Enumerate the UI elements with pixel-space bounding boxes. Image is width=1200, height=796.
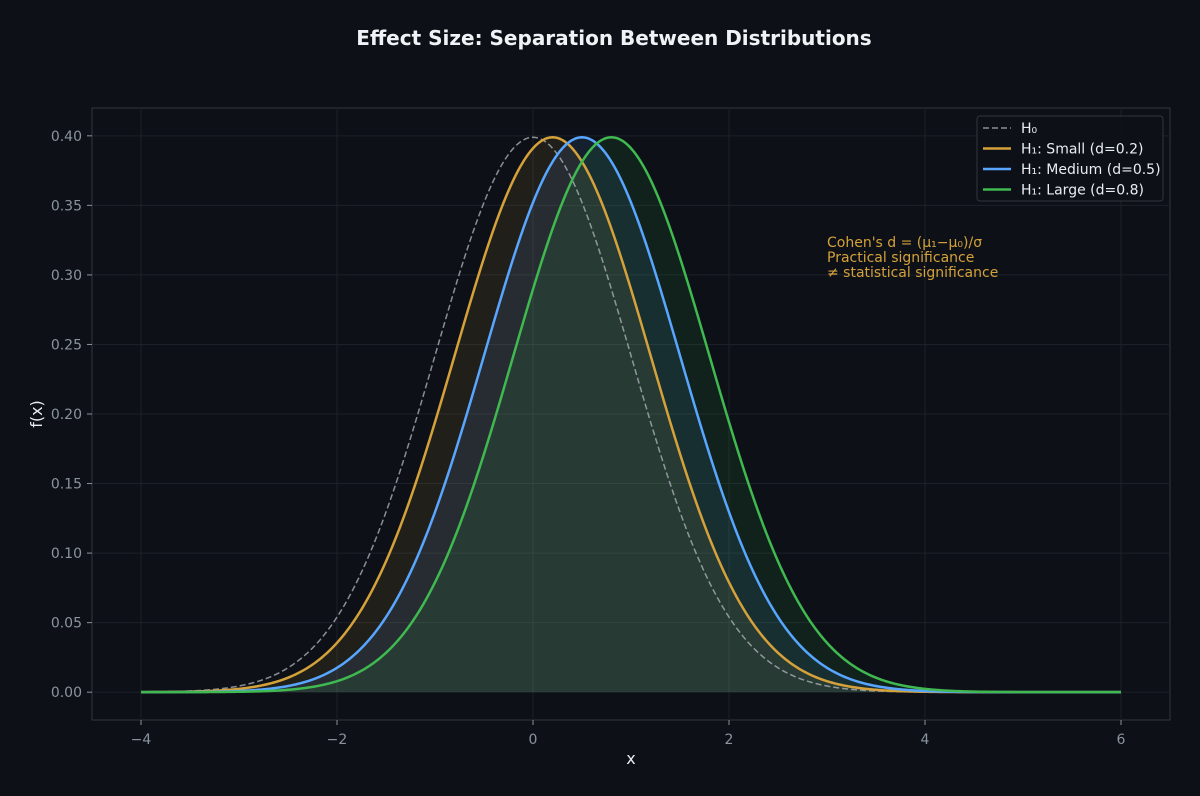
annotation-line: Cohen's d = (μ₁−μ₀)/σ [827,235,982,251]
x-tick-label: 0 [529,732,538,748]
series-2-area [141,137,1121,693]
x-axis: −4 −2 0 2 4 6 [131,720,1126,748]
y-tick-label: 0.25 [51,337,82,353]
series-3-line [141,136,1121,694]
legend: H₀ H₁: Small (d=0.2) H₁: Medium (d=0.5) H₁:… [976,115,1164,202]
legend-label: H₀ [1021,121,1038,137]
y-tick-label: 0.15 [51,477,82,493]
x-tick-label: −4 [131,732,152,748]
y-tick-label: 0.30 [51,268,82,284]
legend-label: H₁: Small (d=0.2) [1021,142,1143,158]
x-tick-label: 6 [1117,732,1126,748]
series-3-area [141,137,1121,693]
chart-title: Effect Size: Separation Between Distribu… [356,26,871,50]
distribution-fills [141,137,1121,693]
x-tick-label: −2 [327,732,348,748]
annotation-line: Practical significance [827,250,974,266]
y-axis: 0.00 0.05 0.10 0.15 0.20 0.25 0.30 0.35 0.40 [51,129,92,701]
y-tick-label: 0.35 [51,198,82,214]
legend-box [976,115,1164,202]
y-tick-label: 0.10 [51,546,82,562]
x-tick-label: 4 [921,732,930,748]
series-0-line [140,136,1121,693]
x-axis-label: x [626,749,635,768]
y-tick-label: 0.05 [51,616,82,632]
legend-label: H₁: Medium (d=0.5) [1021,162,1161,178]
y-tick-label: 0.20 [51,407,82,423]
y-tick-label: 0.40 [51,129,82,145]
x-tick-label: 2 [725,732,734,748]
annotation-line: ≠ statistical significance [827,265,998,281]
series-1-area [141,137,1121,693]
distribution-lines [140,136,1121,694]
y-tick-label: 0.00 [51,685,82,701]
legend-label: H₁: Large (d=0.8) [1021,183,1144,199]
y-axis-label: f(x) [27,400,46,428]
